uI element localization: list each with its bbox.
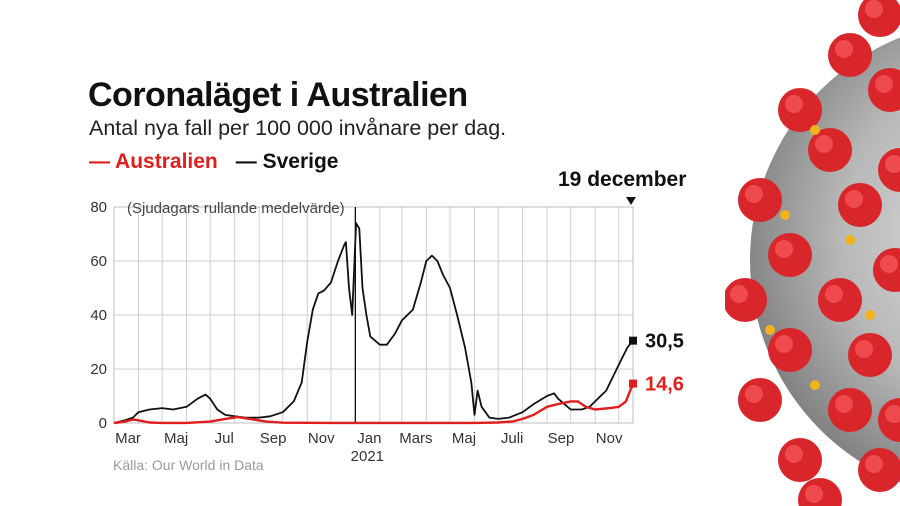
spike-highlight bbox=[785, 445, 803, 463]
chart-grid bbox=[113, 206, 634, 424]
legend-item-australien: — Australien bbox=[89, 150, 218, 173]
y-axis-ticks: 0 20 40 60 80 bbox=[90, 199, 107, 432]
date-label: 19 december bbox=[558, 168, 687, 191]
x-tick-label: Jan bbox=[357, 430, 381, 447]
x-axis-ticks: Mar Maj Jul Sep Nov Jan Mars Maj Juli Sep Nov 2021 bbox=[115, 430, 623, 465]
spike-highlight bbox=[885, 405, 900, 423]
y-tick-label: 40 bbox=[90, 307, 107, 324]
series-line-sverige bbox=[113, 222, 634, 424]
coronavirus-illustration bbox=[725, 0, 900, 506]
x-tick-label: Nov bbox=[308, 430, 335, 447]
yellow-protein bbox=[765, 325, 775, 335]
chart-subtitle: Antal nya fall per 100 000 invånare per … bbox=[89, 116, 507, 140]
spike-highlight bbox=[805, 485, 823, 503]
x-tick-label: Jul bbox=[215, 430, 234, 447]
year-label: 2021 bbox=[351, 448, 384, 465]
spike-highlight bbox=[835, 395, 853, 413]
source-label: Källa: Our World in Data bbox=[113, 457, 264, 473]
spike-highlight bbox=[855, 340, 873, 358]
spike-highlight bbox=[835, 40, 853, 58]
spike-highlight bbox=[845, 190, 863, 208]
chart-note: (Sjudagars rullande medelvärde) bbox=[127, 200, 345, 217]
yellow-protein bbox=[810, 380, 820, 390]
spike-protein bbox=[725, 278, 767, 322]
legend-item-sverige: — Sverige bbox=[235, 150, 339, 173]
yellow-protein bbox=[865, 310, 875, 320]
spike-highlight bbox=[745, 385, 763, 403]
x-tick-label: Mars bbox=[399, 430, 432, 447]
y-tick-label: 20 bbox=[90, 361, 107, 378]
x-tick-label: Juli bbox=[501, 430, 524, 447]
spike-highlight bbox=[825, 285, 843, 303]
end-label-australien: 14,6 bbox=[645, 374, 684, 396]
yellow-protein bbox=[780, 210, 790, 220]
y-tick-label: 80 bbox=[90, 199, 107, 216]
x-tick-label: Sep bbox=[548, 430, 575, 447]
spike-highlight bbox=[885, 155, 900, 173]
end-label-sverige: 30,5 bbox=[645, 331, 684, 353]
chart-title: Coronaläget i Australien bbox=[88, 76, 468, 114]
date-marker-arrow bbox=[626, 197, 636, 205]
chart-series: 30,5 14,6 bbox=[113, 222, 684, 425]
y-tick-label: 0 bbox=[99, 415, 107, 432]
y-tick-label: 60 bbox=[90, 253, 107, 270]
x-tick-label: Nov bbox=[596, 430, 623, 447]
end-marker-australien bbox=[629, 379, 637, 388]
spike-highlight bbox=[865, 0, 883, 18]
x-tick-label: Sep bbox=[260, 430, 287, 447]
spike-highlight bbox=[875, 75, 893, 93]
series-line-australien bbox=[113, 383, 635, 425]
x-tick-label: Mar bbox=[115, 430, 141, 447]
spike-highlight bbox=[775, 335, 793, 353]
spike-highlight bbox=[730, 285, 748, 303]
spike-highlight bbox=[815, 135, 833, 153]
legend: — Australien — Sverige bbox=[89, 150, 338, 174]
x-tick-label: Maj bbox=[164, 430, 188, 447]
yellow-protein bbox=[845, 235, 855, 245]
spike-highlight bbox=[745, 185, 763, 203]
spike-highlight bbox=[865, 455, 883, 473]
yellow-protein bbox=[810, 125, 820, 135]
end-marker-sverige bbox=[629, 336, 637, 345]
spike-highlight bbox=[775, 240, 793, 258]
x-tick-label: Maj bbox=[452, 430, 476, 447]
spike-highlight bbox=[785, 95, 803, 113]
spike-highlight bbox=[880, 255, 898, 273]
